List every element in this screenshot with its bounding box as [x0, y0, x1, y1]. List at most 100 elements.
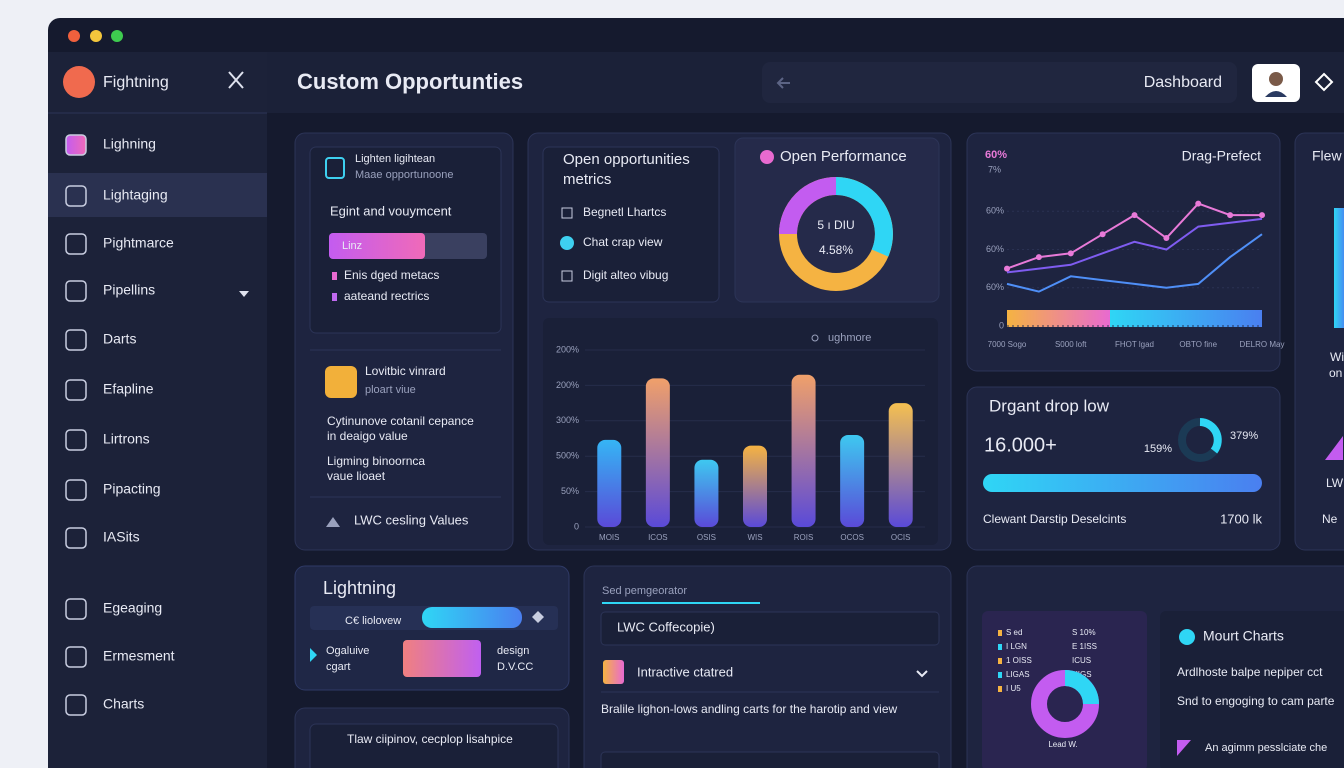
menu-icon	[65, 233, 87, 255]
input[interactable]	[600, 751, 940, 768]
select[interactable]: Intractive ctatred	[637, 664, 733, 679]
edge-bar	[1334, 208, 1344, 328]
close-dot[interactable]	[68, 30, 80, 42]
desc: in deaigo value	[327, 429, 408, 443]
pill-fill	[329, 233, 425, 259]
y-tick-label: 500%	[556, 451, 579, 461]
donut	[779, 177, 893, 291]
donut-center: 4.58%	[819, 243, 853, 257]
edge-text: LW	[1326, 476, 1344, 490]
y-tick-label: 0	[999, 320, 1004, 330]
option: cgart	[326, 661, 350, 673]
menu-icon	[65, 379, 87, 401]
percent: 379%	[1230, 430, 1258, 442]
menu-item[interactable]: Pipacting	[103, 481, 161, 497]
chevron[interactable]	[916, 670, 928, 678]
legend-item: S ed	[1006, 628, 1022, 637]
y-tick-label: 60%	[986, 206, 1004, 216]
bar	[840, 434, 865, 527]
box-sub: Maae opportunoone	[355, 169, 453, 181]
legend-item: I LGN	[1006, 642, 1027, 651]
y-tick-label: 200%	[556, 380, 579, 390]
menu-item[interactable]: Pightmarce	[103, 235, 174, 251]
card-title: Lightning	[323, 578, 396, 598]
icon	[325, 366, 357, 398]
button[interactable]	[403, 640, 481, 677]
menu-item[interactable]: Efapline	[103, 381, 154, 397]
menu-icon	[65, 134, 87, 156]
min-dot[interactable]	[90, 30, 102, 42]
menu-item[interactable]: Egeaging	[103, 600, 162, 616]
panel-title: Mourt Charts	[1203, 628, 1284, 644]
menu-icon	[65, 527, 87, 549]
menu-item[interactable]: Ermesment	[103, 648, 175, 664]
bar	[694, 459, 719, 527]
performance-title: Open Performance	[780, 148, 907, 165]
icon	[1179, 629, 1195, 645]
menu-item[interactable]: Lighning	[103, 136, 156, 152]
legend: 60%	[985, 149, 1007, 161]
card	[966, 132, 1281, 372]
bar	[597, 439, 622, 527]
y-tick-label: 200%	[556, 344, 579, 354]
icon	[560, 236, 574, 250]
metric-item[interactable]: Begnetl Lhartcs	[583, 205, 666, 219]
ring-segment	[779, 177, 837, 235]
x-tick-label: OCOS	[840, 533, 864, 542]
menu-item[interactable]: IASits	[103, 529, 140, 545]
back-icon[interactable]	[776, 77, 790, 89]
menu-icon	[65, 280, 87, 302]
description: Bralile lighon-lows andling carts for th…	[601, 702, 897, 716]
strip-label: C€ liolovew	[345, 615, 401, 627]
panel	[1160, 611, 1344, 768]
legend-item: LIGAS	[1006, 670, 1030, 679]
menu-item[interactable]: Lirtrons	[103, 431, 150, 447]
search-bar[interactable]	[762, 62, 1237, 103]
card-footer: LWC cesling Values	[354, 512, 469, 527]
legend-item: E 1ISS	[1072, 642, 1097, 651]
line: Enis dged metacs	[344, 268, 439, 282]
metric-item[interactable]: Digit alteo vibug	[583, 268, 668, 282]
box-title: Lighten ligihtean	[355, 153, 435, 165]
collapse-icon[interactable]	[228, 71, 244, 89]
dropdown-arrow[interactable]	[239, 291, 249, 297]
desc: Cytinunove cotanil cepance	[327, 414, 474, 428]
donut-center: 5 ı DIU	[817, 218, 854, 232]
nav-link[interactable]: Dashboard	[1144, 74, 1222, 91]
icon	[325, 157, 345, 179]
edge-text: Wi	[1330, 350, 1344, 364]
legend-swatch	[998, 658, 1002, 664]
card-text: Tlaw ciipinov, cecplop lisahpice	[347, 732, 513, 746]
page-title: Custom Opportunties	[297, 69, 523, 94]
bar	[645, 378, 670, 527]
max-dot[interactable]	[111, 30, 123, 42]
icon	[326, 517, 340, 527]
logo	[63, 66, 95, 98]
x-tick-label: FHOT lgad	[1115, 340, 1154, 349]
legend-item: ICUS	[1072, 656, 1091, 665]
pill-label: Linz	[342, 240, 362, 252]
donut-segment	[1064, 670, 1099, 705]
icon	[811, 334, 819, 342]
menu-icon	[65, 694, 87, 716]
x-tick-label: S000 loft	[1055, 340, 1087, 349]
input[interactable]	[600, 611, 940, 646]
metric-item[interactable]: Chat crap view	[583, 235, 663, 249]
bar-chart: 0 50% 500% 300% 200% 200% MOIS ICOS OSIS WIS ROIS O…	[556, 344, 925, 542]
tab[interactable]: Sed pemgeorator	[602, 585, 687, 597]
menu-item[interactable]: Darts	[103, 331, 136, 347]
toggle[interactable]	[422, 607, 522, 628]
icon	[310, 648, 317, 662]
menu-item[interactable]: Pipellins	[103, 282, 155, 298]
menu-item[interactable]: Lightaging	[103, 187, 168, 203]
icon	[561, 270, 573, 282]
bar	[888, 403, 913, 527]
menu-item[interactable]: Charts	[103, 696, 144, 712]
settings-icon[interactable]	[1314, 72, 1334, 92]
donut-label: Lead W.	[1048, 740, 1077, 749]
icon	[1325, 436, 1343, 460]
x-tick-label: OCIS	[891, 533, 911, 542]
menu-icon	[65, 646, 87, 668]
